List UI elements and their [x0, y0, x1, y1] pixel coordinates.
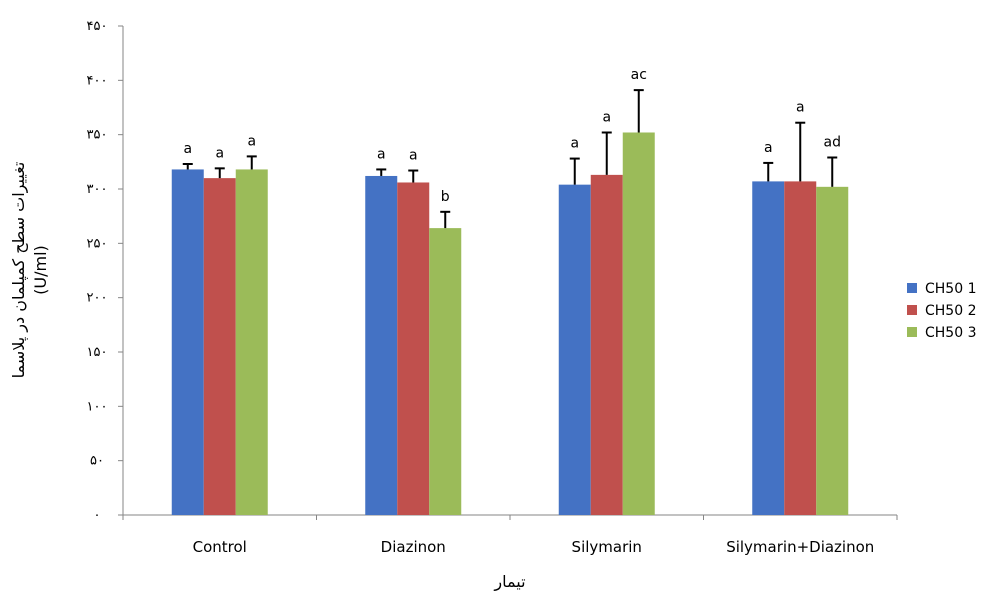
significance-label: a: [764, 140, 773, 156]
bar: [365, 175, 398, 515]
legend-swatch: [907, 283, 917, 293]
x-tick-label: Silymarin: [572, 538, 642, 556]
y-axis-title-group: تغییرات سطح کمپلمان در پلاسما (U/ml): [9, 162, 50, 379]
significance-label: b: [441, 189, 450, 205]
y-tick-label: ۳۰۰: [87, 182, 108, 197]
y-tick-label: ۰: [94, 508, 101, 523]
plot-area: ۰ ۵۰ ۱۰۰ ۱۵۰ ۲۰۰ ۲۵۰ ۳۰۰ ۳۵۰ ۴۰۰ ۴۵۰ Control Diazi…: [87, 19, 898, 556]
significance-label: a: [570, 136, 579, 152]
y-tick-label: ۴۵۰: [87, 19, 108, 34]
bar: [622, 132, 655, 515]
y-axis-ticks: ۰ ۵۰ ۱۰۰ ۱۵۰ ۲۰۰ ۲۵۰ ۳۰۰ ۳۵۰ ۴۰۰ ۴۵۰: [87, 19, 123, 523]
error-bars: [182, 89, 838, 229]
y-tick-label: ۱۰۰: [87, 399, 108, 414]
y-tick-label: ۱۵۰: [87, 345, 108, 360]
y-tick-label: ۳۵۰: [87, 128, 108, 143]
significance-label: a: [409, 148, 418, 164]
significance-label: ac: [631, 67, 647, 83]
bar: [590, 174, 623, 515]
bar-series: [171, 132, 849, 516]
significance-labels: a a a a a a a a a b ac ad: [183, 67, 841, 205]
significance-label: ad: [824, 134, 841, 150]
y-tick-label: ۲۰۰: [87, 291, 108, 306]
significance-label: a: [215, 145, 224, 161]
bar: [203, 178, 236, 515]
bar: [235, 169, 268, 515]
x-axis-title: تیمار: [493, 572, 525, 592]
legend-swatch: [907, 305, 917, 315]
y-axis-unit: (U/ml): [31, 245, 50, 295]
significance-label: a: [602, 109, 611, 125]
x-tick-label: Diazinon: [381, 538, 446, 556]
y-tick-label: ۵۰: [90, 454, 104, 469]
significance-label: a: [796, 100, 805, 116]
bar: [429, 228, 462, 515]
y-tick-label: ۲۵۰: [87, 236, 108, 251]
bar: [171, 169, 204, 515]
significance-label: a: [183, 141, 192, 157]
legend: CH50 1 CH50 2 CH50 3: [907, 281, 976, 341]
legend-label: CH50 3: [925, 325, 976, 341]
bar: [816, 186, 849, 515]
legend-label: CH50 1: [925, 281, 976, 297]
significance-label: a: [247, 133, 256, 149]
legend-label: CH50 2: [925, 303, 976, 319]
x-axis-labels: Control Diazinon Silymarin Silymarin+Diazin…: [122, 515, 898, 556]
bar: [558, 184, 591, 516]
bar: [752, 181, 785, 516]
bar: [397, 182, 430, 516]
significance-label: a: [377, 146, 386, 162]
y-axis-title: تغییرات سطح کمپلمان در پلاسما: [9, 162, 29, 379]
x-tick-label: Control: [193, 538, 247, 556]
x-tick-label: Silymarin+Diazinon: [726, 538, 874, 556]
legend-swatch: [907, 327, 917, 337]
bar: [784, 181, 817, 516]
y-tick-label: ۴۰۰: [87, 73, 108, 88]
